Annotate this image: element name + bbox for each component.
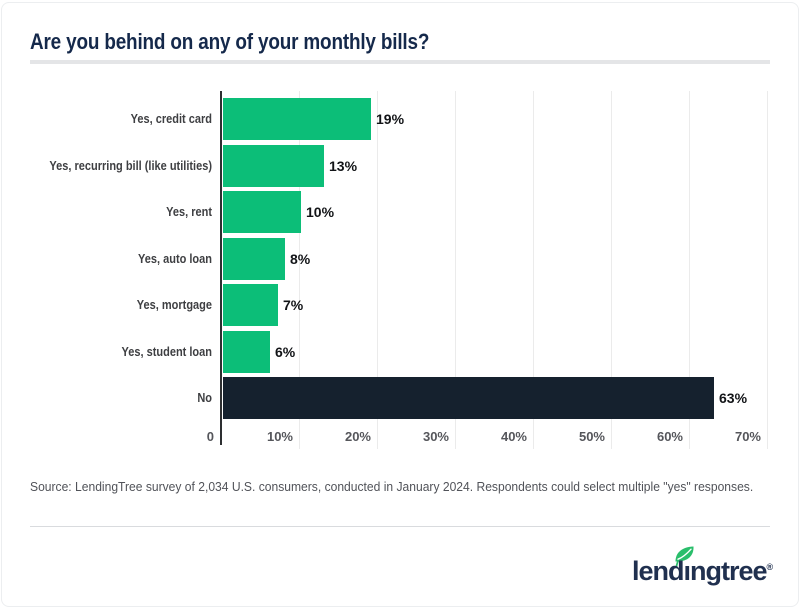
x-tick-label: 30% bbox=[422, 429, 449, 444]
gridline bbox=[299, 91, 300, 449]
value-label: 13% bbox=[329, 158, 358, 174]
category-label: Yes, mortgage bbox=[136, 298, 212, 312]
x-tick-label: 70% bbox=[734, 429, 761, 444]
x-tick-label: 0 bbox=[206, 429, 214, 444]
value-label: 7% bbox=[283, 297, 304, 313]
footer-divider bbox=[30, 526, 770, 527]
gridline bbox=[611, 91, 612, 449]
category-label: Yes, rent bbox=[166, 205, 212, 219]
chart-bar bbox=[223, 98, 371, 140]
y-axis-line bbox=[220, 91, 222, 445]
x-tick-label: 20% bbox=[344, 429, 371, 444]
category-label: Yes, recurring bill (like utilities) bbox=[49, 159, 213, 173]
chart-bar bbox=[223, 377, 714, 419]
lendingtree-logo: lendıngtree® bbox=[628, 546, 780, 592]
gridline bbox=[767, 91, 768, 449]
chart-bar bbox=[223, 191, 301, 233]
x-tick-label: 40% bbox=[500, 429, 527, 444]
gridline bbox=[377, 91, 378, 449]
gridline bbox=[689, 91, 690, 449]
category-label: Yes, credit card bbox=[130, 112, 212, 126]
value-label: 10% bbox=[306, 204, 335, 220]
x-tick-label: 50% bbox=[578, 429, 605, 444]
gridline bbox=[455, 91, 456, 449]
title-divider bbox=[30, 60, 770, 64]
chart-bar bbox=[223, 145, 324, 187]
chart-bar bbox=[223, 238, 285, 280]
value-label: 63% bbox=[719, 390, 748, 406]
value-label: 6% bbox=[275, 344, 296, 360]
logo-wordmark-text: lendıngtree bbox=[632, 556, 768, 586]
category-label: Yes, auto loan bbox=[138, 252, 212, 266]
chart-bar bbox=[223, 331, 270, 373]
logo-wordmark: lendıngtree® bbox=[632, 556, 773, 587]
category-label: Yes, student loan bbox=[121, 345, 212, 359]
value-label: 19% bbox=[376, 111, 405, 127]
category-label: No bbox=[197, 391, 212, 405]
registered-trademark: ® bbox=[766, 562, 774, 572]
value-label: 8% bbox=[290, 251, 311, 267]
gridline bbox=[533, 91, 534, 449]
chart-title: Are you behind on any of your monthly bi… bbox=[30, 29, 430, 54]
x-tick-label: 10% bbox=[266, 429, 293, 444]
leaf-icon bbox=[672, 545, 696, 567]
chart-bar bbox=[223, 284, 278, 326]
source-text: Source: LendingTree survey of 2,034 U.S.… bbox=[30, 479, 754, 494]
x-tick-label: 60% bbox=[656, 429, 683, 444]
